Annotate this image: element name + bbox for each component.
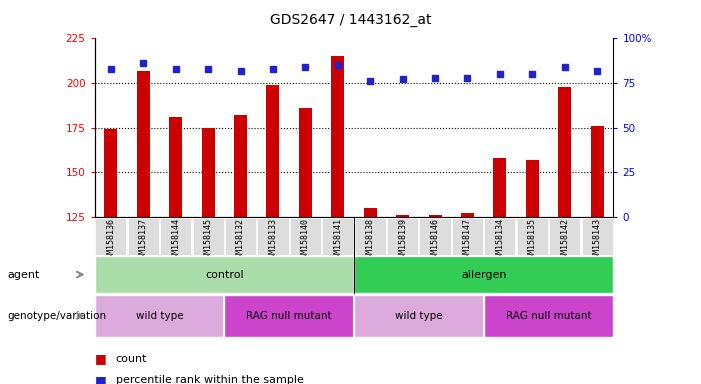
Text: RAG null mutant: RAG null mutant [246, 311, 332, 321]
Text: wild type: wild type [395, 311, 442, 321]
Bar [225, 218, 256, 255]
Bar [299, 108, 312, 217]
Text: GSM158141: GSM158141 [333, 218, 342, 263]
Text: GSM158136: GSM158136 [107, 218, 116, 263]
Bar [484, 218, 515, 255]
Bar [355, 218, 386, 255]
Bar [452, 218, 483, 255]
Bar [494, 158, 506, 217]
Text: ■: ■ [95, 353, 107, 366]
Text: ■: ■ [95, 374, 107, 384]
Bar [461, 214, 474, 217]
Bar [526, 160, 539, 217]
Bar [257, 218, 289, 255]
Bar [193, 218, 224, 255]
Text: RAG null mutant: RAG null mutant [505, 311, 592, 321]
Text: GSM158132: GSM158132 [236, 218, 245, 263]
Text: percentile rank within the sample: percentile rank within the sample [116, 375, 304, 384]
Text: GSM158135: GSM158135 [528, 218, 537, 263]
Text: GSM158147: GSM158147 [463, 218, 472, 263]
Bar [95, 295, 224, 337]
Text: GSM158133: GSM158133 [268, 218, 278, 263]
Text: GSM158134: GSM158134 [496, 218, 505, 263]
Bar [354, 256, 613, 293]
Text: agent: agent [7, 270, 39, 280]
Bar [128, 218, 159, 255]
Bar [202, 127, 215, 217]
Bar [95, 218, 126, 255]
Bar [95, 256, 354, 293]
Text: control: control [205, 270, 244, 280]
Bar [558, 87, 571, 217]
Bar [591, 126, 604, 217]
Bar [387, 218, 418, 255]
Bar [354, 295, 484, 337]
Bar [266, 85, 280, 217]
Bar [137, 71, 150, 217]
Text: GSM158142: GSM158142 [560, 218, 569, 263]
Text: count: count [116, 354, 147, 364]
Bar [428, 215, 442, 217]
Bar [549, 218, 580, 255]
Text: GSM158140: GSM158140 [301, 218, 310, 263]
Bar [419, 218, 451, 255]
Bar [224, 295, 354, 337]
Bar [234, 115, 247, 217]
Text: wild type: wild type [136, 311, 183, 321]
Bar [396, 215, 409, 217]
Text: genotype/variation: genotype/variation [7, 311, 106, 321]
Bar [332, 56, 344, 217]
Bar [104, 129, 117, 217]
Text: GSM158146: GSM158146 [430, 218, 440, 263]
Text: GSM158144: GSM158144 [171, 218, 180, 263]
Bar [364, 208, 376, 217]
Text: GSM158137: GSM158137 [139, 218, 148, 263]
Text: GSM158143: GSM158143 [592, 218, 601, 263]
Bar [290, 218, 321, 255]
Text: allergen: allergen [461, 270, 506, 280]
Bar [517, 218, 548, 255]
Bar [169, 117, 182, 217]
Bar [160, 218, 191, 255]
Text: GSM158145: GSM158145 [203, 218, 212, 263]
Bar [322, 218, 353, 255]
Text: GSM158138: GSM158138 [366, 218, 375, 263]
Text: GSM158139: GSM158139 [398, 218, 407, 263]
Text: GDS2647 / 1443162_at: GDS2647 / 1443162_at [270, 13, 431, 27]
Bar [582, 218, 613, 255]
Bar [484, 295, 613, 337]
